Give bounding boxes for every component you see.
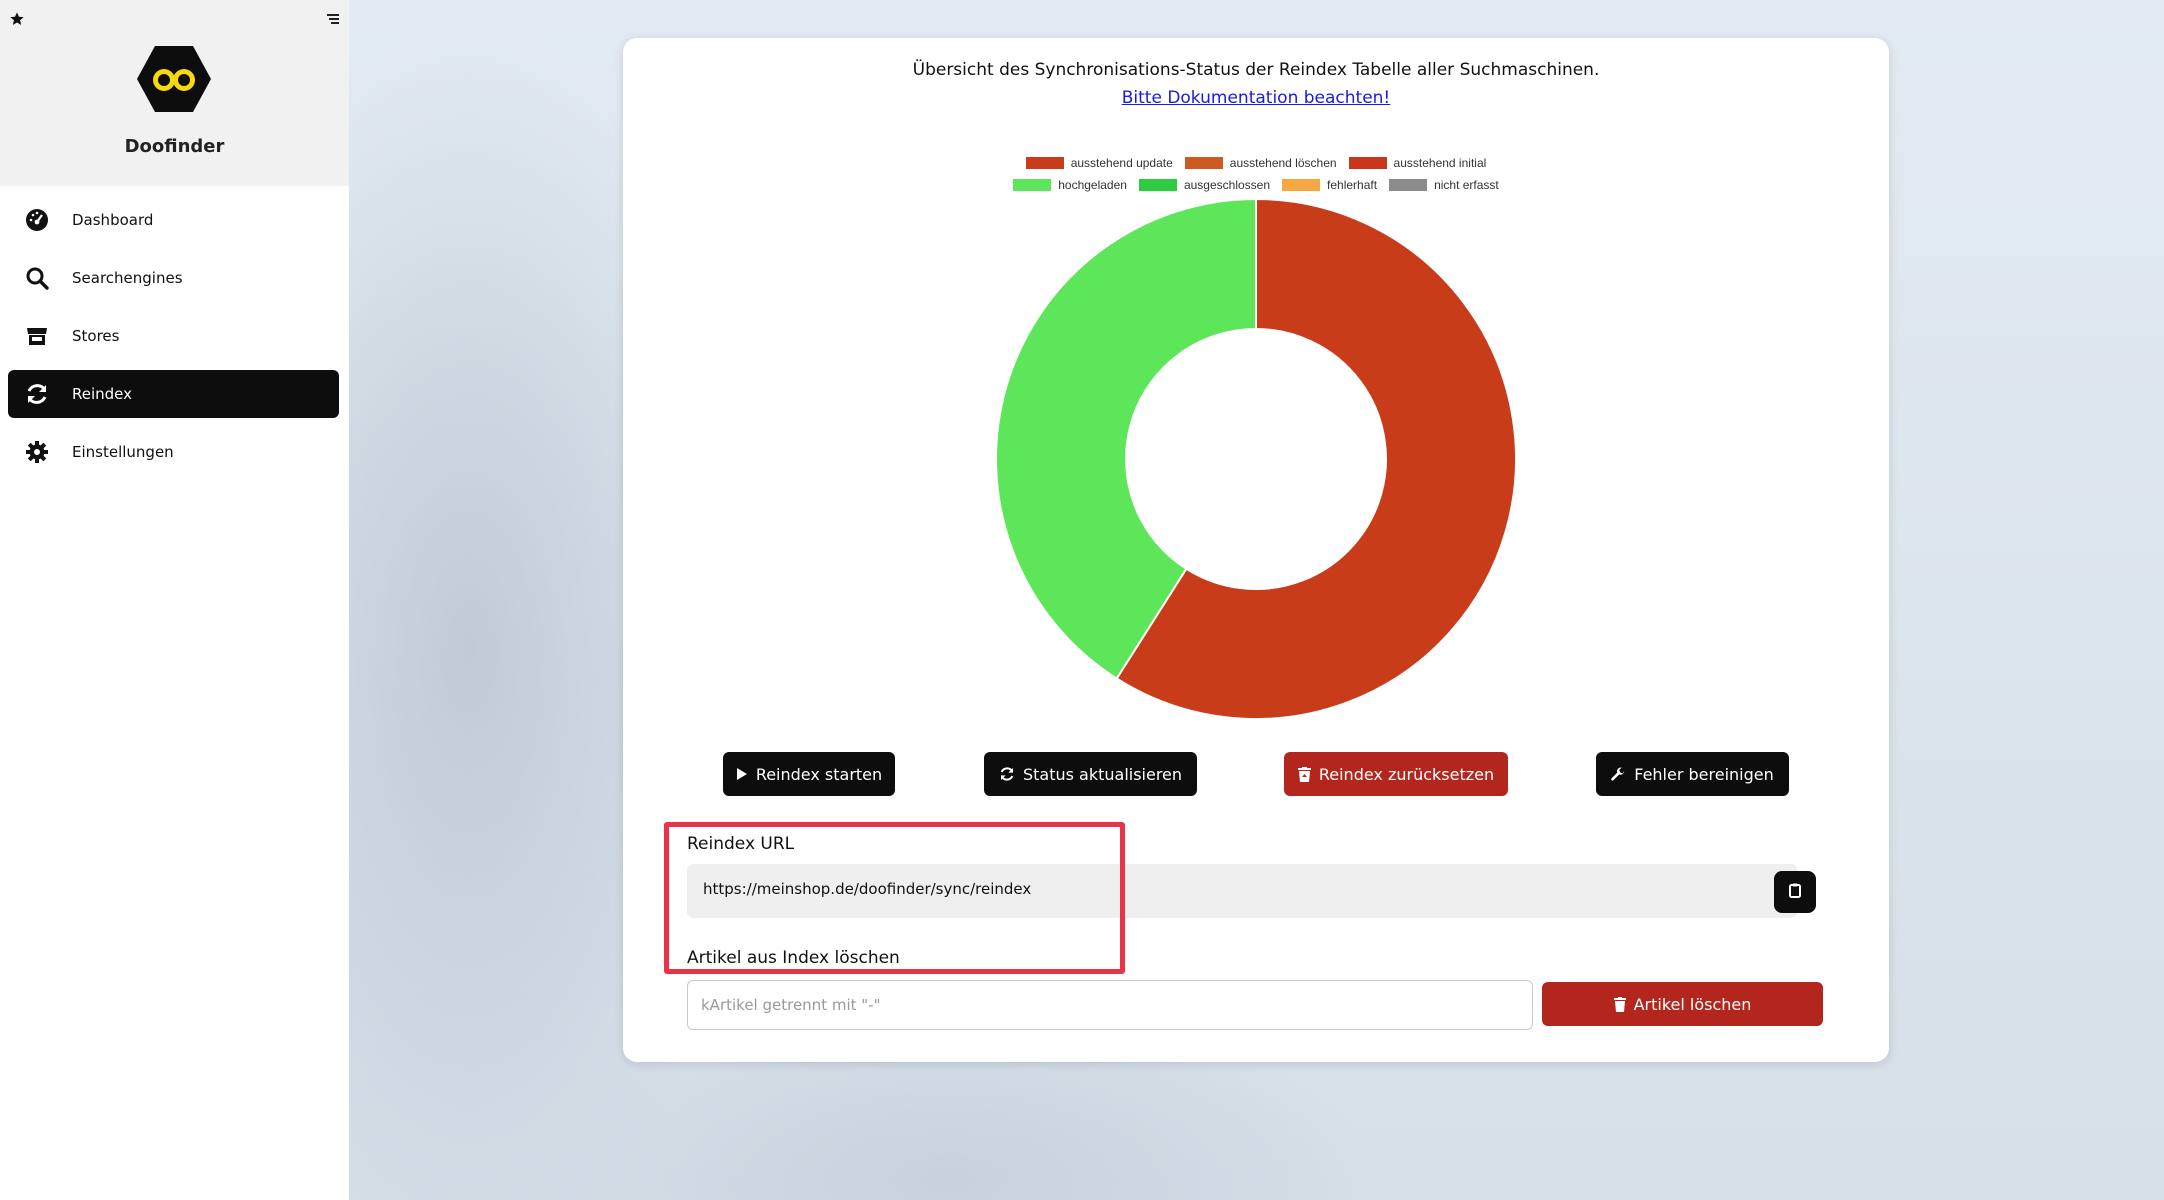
search-icon (24, 265, 50, 291)
legend-item[interactable]: ausstehend update (1025, 156, 1173, 170)
sidebar-header: Doofinder (0, 0, 349, 186)
reset-reindex-button[interactable]: Reindex zurücksetzen (1284, 752, 1508, 796)
star-icon[interactable] (9, 11, 25, 27)
sidebar: Doofinder Dashboard Searchengines Stores… (0, 0, 349, 1200)
sync-icon (24, 381, 50, 407)
legend-label: hochgeladen (1058, 178, 1127, 192)
legend-item[interactable]: ausgeschlossen (1138, 178, 1271, 192)
chart-legend: ausstehend update ausstehend löschen aus… (623, 152, 1889, 196)
documentation-link[interactable]: Bitte Dokumentation beachten! (1121, 88, 1391, 108)
legend-label: nicht erfasst (1434, 178, 1499, 192)
delete-articles-label: Artikel aus Index löschen (687, 948, 900, 968)
play-icon (736, 767, 748, 781)
legend-swatch (1348, 157, 1387, 169)
legend-swatch (1184, 157, 1223, 169)
sync-icon (999, 766, 1015, 782)
legend-item[interactable]: hochgeladen (1013, 178, 1127, 192)
refresh-status-button[interactable]: Status aktualisieren (984, 752, 1197, 796)
reindex-url-label: Reindex URL (687, 834, 795, 854)
legend-label: ausstehend update (1070, 156, 1173, 170)
legend-item[interactable]: ausstehend löschen (1184, 156, 1337, 170)
legend-swatch (1013, 179, 1052, 191)
fix-errors-button[interactable]: Fehler bereinigen (1596, 752, 1789, 796)
legend-label: ausstehend löschen (1229, 156, 1337, 170)
legend-row: hochgeladen ausgeschlossen fehlerhaft ni… (623, 174, 1889, 196)
clipboard-icon (1789, 883, 1801, 902)
sidebar-item-searchengines[interactable]: Searchengines (8, 254, 339, 302)
page-title: Übersicht des Synchronisations-Status de… (912, 60, 1600, 80)
copy-url-button[interactable] (1774, 871, 1816, 913)
sidebar-item-dashboard[interactable]: Dashboard (8, 196, 339, 244)
legend-row: ausstehend update ausstehend löschen aus… (623, 152, 1889, 174)
store-icon (24, 323, 50, 349)
legend-label: ausgeschlossen (1183, 178, 1271, 192)
button-label: Status aktualisieren (1022, 764, 1183, 784)
donut-slice-1[interactable] (995, 197, 1257, 680)
button-label: Reindex zurücksetzen (1318, 764, 1495, 784)
legend-label: ausstehend initial (1393, 156, 1487, 170)
reindex-card: Übersicht des Synchronisations-Status de… (623, 38, 1889, 1062)
trash-restore-icon (1297, 766, 1311, 782)
legend-label: fehlerhaft (1327, 178, 1378, 192)
button-label: Artikel löschen (1633, 994, 1752, 1014)
sidebar-nav: Dashboard Searchengines Stores Reindex E… (8, 196, 339, 486)
legend-item[interactable]: fehlerhaft (1282, 178, 1377, 192)
reindex-url-value: https://meinshop.de/doofinder/sync/reind… (703, 880, 1032, 898)
sidebar-item-label: Searchengines (72, 269, 183, 287)
sidebar-item-label: Einstellungen (72, 443, 174, 461)
legend-item[interactable]: nicht erfasst (1389, 178, 1499, 192)
button-label: Fehler bereinigen (1634, 764, 1774, 784)
button-label: Reindex starten (755, 764, 883, 784)
gear-icon (24, 439, 50, 465)
legend-item[interactable]: ausstehend initial (1348, 156, 1487, 170)
gauge-icon (24, 207, 50, 233)
article-ids-input[interactable] (687, 980, 1533, 1030)
reindex-url-field[interactable]: https://meinshop.de/doofinder/sync/reind… (687, 864, 1797, 918)
highlight-box (664, 822, 1125, 974)
brand-name: Doofinder (124, 136, 225, 157)
sidebar-item-reindex[interactable]: Reindex (8, 370, 339, 418)
status-donut-chart (995, 197, 1517, 720)
wrench-icon (1611, 767, 1626, 782)
legend-swatch (1025, 157, 1064, 169)
start-reindex-button[interactable]: Reindex starten (723, 752, 895, 796)
menu-collapse-icon[interactable] (325, 11, 341, 27)
sidebar-item-stores[interactable]: Stores (8, 312, 339, 360)
legend-swatch (1389, 179, 1428, 191)
sidebar-item-label: Reindex (72, 385, 133, 403)
donut-slice-0[interactable] (1115, 197, 1517, 720)
sidebar-item-label: Dashboard (72, 211, 154, 229)
sidebar-item-label: Stores (72, 327, 120, 345)
legend-swatch (1282, 179, 1321, 191)
trash-icon (1613, 996, 1626, 1012)
legend-swatch (1138, 179, 1177, 191)
doofinder-logo (136, 44, 212, 114)
delete-articles-button[interactable]: Artikel löschen (1542, 982, 1823, 1026)
sidebar-item-einstellungen[interactable]: Einstellungen (8, 428, 339, 476)
